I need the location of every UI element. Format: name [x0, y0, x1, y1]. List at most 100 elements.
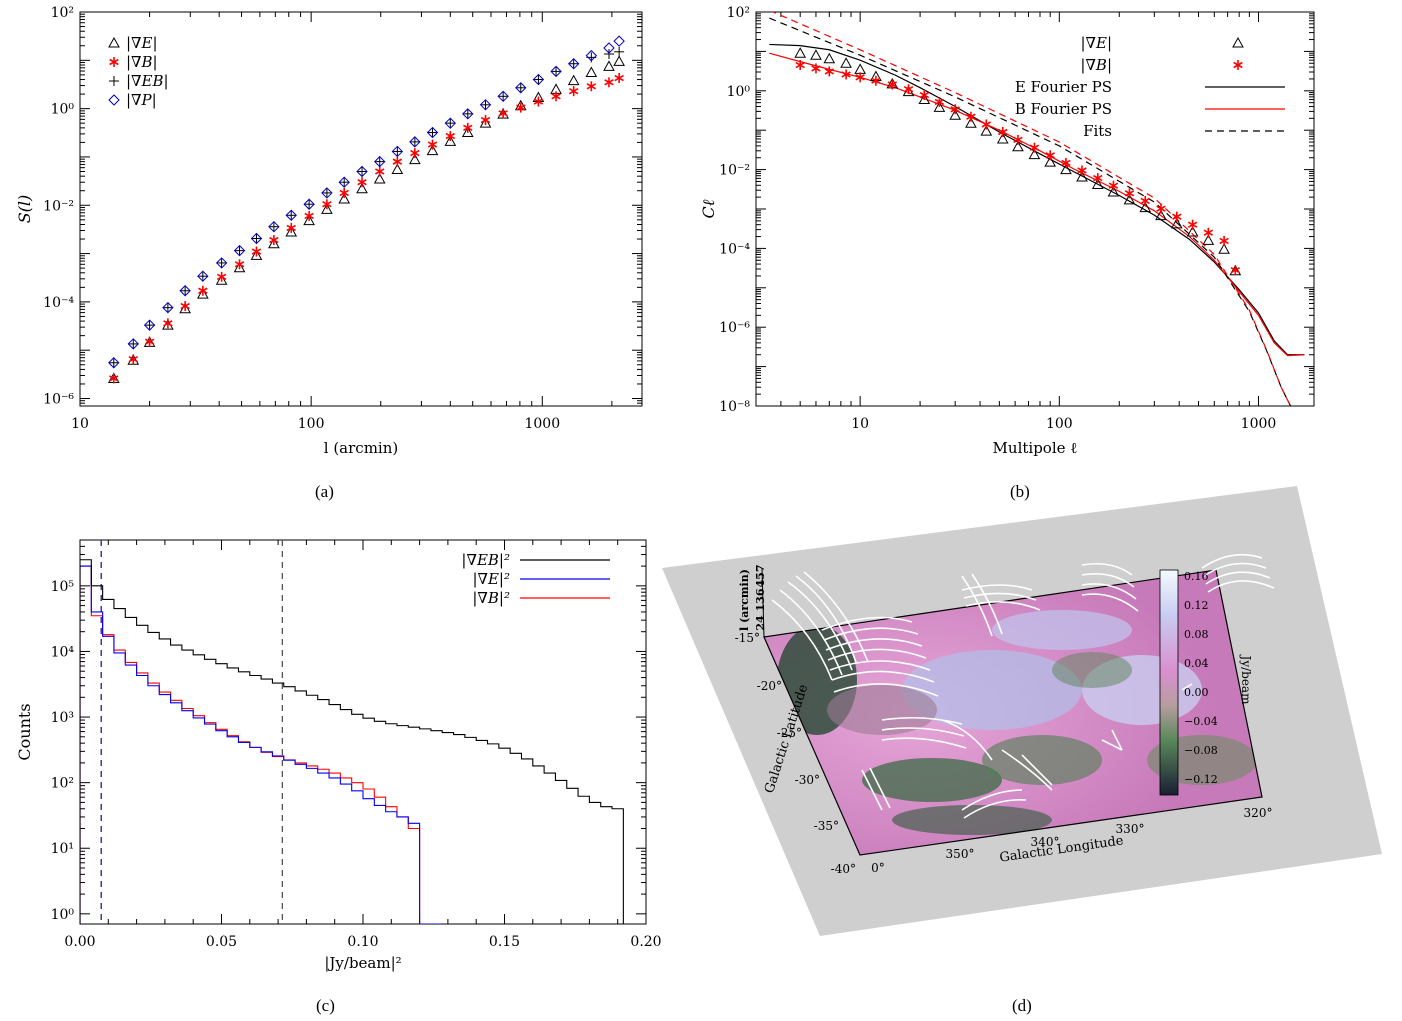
data-point-plus [614, 46, 625, 57]
data-point-diamond [613, 35, 625, 47]
data-point-triangle [215, 274, 228, 285]
data-point-asterisk [322, 199, 332, 210]
data-point-asterisk [269, 235, 279, 246]
data-point-asterisk [144, 336, 155, 347]
data-point-asterisk [934, 96, 945, 107]
data-point-asterisk [427, 139, 438, 150]
data-point-asterisk [304, 210, 314, 221]
data-point-plus [480, 99, 491, 110]
data-point-triangle [461, 126, 474, 138]
data-point-asterisk [919, 90, 930, 101]
data-point-asterisk [604, 77, 614, 88]
data-point-asterisk [516, 102, 526, 113]
data-point-triangle [196, 288, 209, 299]
data-point-triangle [1155, 209, 1167, 221]
data-point-asterisk [392, 156, 403, 167]
data-point-triangle [1028, 148, 1041, 160]
data-point-diamond [250, 232, 263, 245]
data-point-asterisk [533, 96, 544, 107]
data-point-triangle [980, 125, 993, 136]
data-point-asterisk [568, 86, 579, 97]
data-point-asterisk [410, 148, 420, 159]
data-point-diamond [285, 209, 297, 221]
legend-label: |∇P| [126, 91, 157, 109]
colorbar [1159, 569, 1179, 796]
lat-tick-label: -30° [795, 773, 820, 787]
data-point-plus [144, 320, 155, 331]
data-point-plus [216, 257, 227, 268]
data-point-asterisk [1093, 173, 1103, 184]
x-tick-label: 0.00 [64, 934, 95, 950]
y-tick-label: 10³ [51, 710, 74, 726]
data-point-asterisk [339, 187, 349, 198]
data-point-asterisk [586, 81, 597, 92]
y-axis-label: S(l) [15, 195, 34, 224]
data-point-plus [462, 108, 473, 119]
histogram-series [80, 559, 624, 924]
lon-tick-label: 320° [1244, 806, 1273, 820]
data-point-asterisk [903, 84, 914, 95]
x-axis-label: l (arcmin) [324, 439, 398, 457]
data-point-diamond [303, 198, 315, 210]
colorbar-tick-label: 0.04 [1184, 657, 1209, 670]
data-point-triangle [1123, 193, 1136, 205]
colorbar-tick-label: 0.00 [1184, 686, 1209, 699]
data-point-triangle [613, 55, 625, 66]
l-tick-label: 24 [754, 615, 767, 631]
data-point-asterisk [1172, 211, 1182, 222]
legend-label: |∇E| [126, 34, 158, 52]
series-line [771, 12, 1292, 406]
data-point-diamond [179, 285, 191, 297]
legend-label: |∇E|² [472, 570, 510, 588]
legend-marker-asterisk [1233, 60, 1243, 70]
data-point-diamond [127, 338, 139, 350]
data-point-asterisk [966, 111, 976, 122]
series-line [769, 52, 1305, 357]
colorbar-tick-label: 0.08 [1184, 628, 1209, 641]
data-point-triangle [1076, 170, 1088, 182]
chart-a-power-scaling: 10 100 1000 10⁻⁶ 10⁻⁴ 10⁻² 10⁰ 10² l (arcmin) S(l… [15, 5, 643, 457]
x-tick-label: 1000 [524, 416, 560, 432]
data-point-triangle [1170, 217, 1183, 229]
legend-label: |∇E| [1080, 34, 1112, 52]
x-axis-label: Multipole ℓ [993, 439, 1078, 457]
colorbar-tick-label: 0.16 [1184, 570, 1209, 583]
data-point-asterisk [1061, 157, 1071, 168]
legend-marker-triangle [1232, 36, 1244, 48]
filament-overlay [771, 553, 1275, 819]
data-point-triangle [303, 214, 315, 226]
x-tick-label: 10 [851, 416, 869, 432]
colorbar-tick-label: −0.12 [1184, 773, 1218, 786]
l-axis-label: l (arcmin) [738, 569, 751, 631]
data-point-diamond [603, 42, 615, 54]
l-tick-label: 136 [754, 588, 767, 611]
data-point-triangle [233, 261, 246, 273]
legend-label: |∇EB|² [461, 551, 510, 569]
data-point-plus [251, 233, 262, 244]
data-point-plus [603, 49, 614, 60]
data-point-diamond [197, 270, 209, 282]
data-point-diamond [444, 117, 457, 129]
legend-label: |∇B|² [472, 589, 510, 607]
panel-label-b: (b) [1010, 482, 1030, 501]
y-tick-label: 10⁻⁴ [719, 241, 750, 257]
y-axis-label: Counts [15, 703, 34, 760]
data-point-plus [498, 91, 509, 102]
colorbar-tick-label: −0.08 [1184, 744, 1218, 757]
data-point-diamond [409, 136, 421, 148]
y-tick-label: 10⁰ [51, 102, 75, 118]
legend-label: |∇B| [1080, 56, 1112, 74]
y-tick-label: 10⁻⁶ [719, 320, 750, 336]
data-point-asterisk [1077, 165, 1087, 176]
histogram-series [80, 565, 443, 924]
data-point-triangle [1139, 201, 1152, 213]
data-point-diamond [532, 73, 545, 86]
data-point-plus [304, 199, 315, 210]
data-point-asterisk [1156, 203, 1166, 214]
data-point-triangle [391, 163, 404, 174]
data-point-diamond [268, 220, 280, 233]
x-tick-label: 10 [71, 416, 89, 432]
data-point-asterisk [1045, 150, 1055, 161]
data-point-asterisk [841, 69, 851, 80]
legend-marker-diamond [108, 94, 120, 106]
